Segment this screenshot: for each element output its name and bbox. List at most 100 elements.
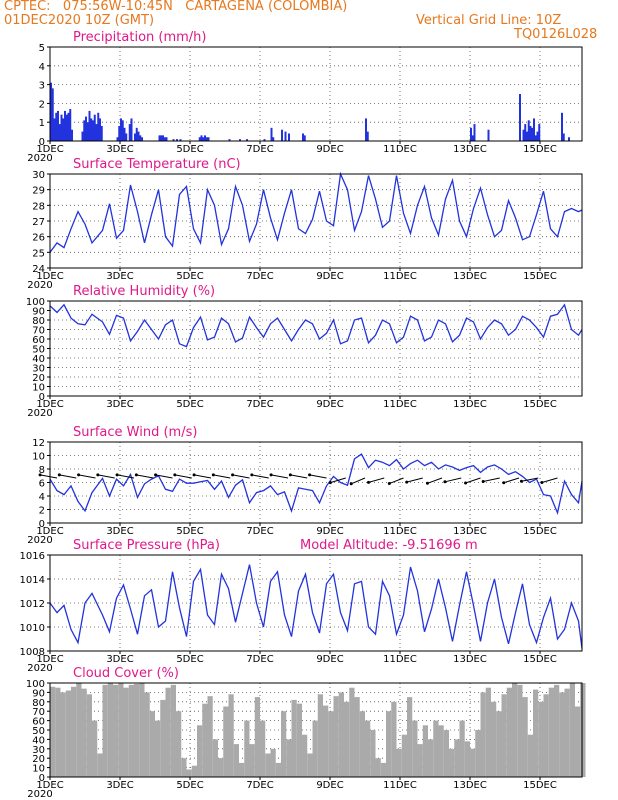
cloud-bar	[176, 711, 182, 777]
wind-arrow	[59, 474, 77, 479]
precip-bar	[130, 118, 133, 141]
precip-bar	[473, 124, 476, 141]
precip-bar	[522, 129, 525, 141]
panel-5: 1008 1010 1012 1014 1016 1DEC 3DEC 5DEC 7DEC 9DEC…	[20, 538, 583, 674]
year-label: 2020	[27, 408, 52, 419]
cloud-bar	[328, 711, 334, 777]
cloud-bar	[191, 765, 197, 777]
cloud-bar	[92, 720, 98, 777]
series-line	[49, 303, 583, 348]
panel-title: Relative Humidity (%)	[73, 284, 215, 299]
cloud-bar	[512, 683, 518, 777]
precip-bar	[118, 125, 121, 141]
precip-bar	[239, 139, 241, 141]
cloud-bar	[123, 687, 129, 777]
wind-arrow	[270, 474, 289, 479]
y-tick-label: 5	[39, 43, 45, 54]
precip-bar	[519, 94, 521, 141]
cloud-bar	[281, 711, 287, 777]
precip-bar	[533, 118, 535, 141]
precip-bar	[176, 139, 178, 141]
cloud-bar	[296, 703, 302, 777]
precip-bar	[58, 124, 61, 141]
x-tick-label: 15DEC	[523, 144, 557, 155]
precip-bar	[92, 120, 94, 141]
cloud-bar	[559, 692, 565, 777]
x-tick-label: 5DEC	[176, 526, 203, 537]
wind-arrow-head	[192, 473, 196, 477]
wind-arrow	[521, 477, 539, 482]
panel-1: 0 1 2 3 4 5 1DEC 3DEC 5DEC 7DEC 9DEC 11DEC 13DEC 15DE…	[27, 30, 583, 164]
precip-bar	[365, 118, 367, 141]
cloud-bar	[81, 688, 87, 777]
cloud-bar	[554, 684, 560, 777]
x-tick-label: 13DEC	[453, 526, 487, 537]
x-tick-label: 3DEC	[106, 654, 133, 665]
x-tick-label: 13DEC	[453, 271, 487, 282]
precip-bar	[95, 124, 98, 141]
cloud-bar	[317, 694, 323, 777]
x-tick-label: 11DEC	[383, 399, 417, 410]
cloud-bar	[485, 687, 491, 777]
x-tick-label: 11DEC	[383, 144, 417, 155]
cloud-bar	[228, 694, 234, 777]
wind-arrow	[174, 474, 192, 479]
cloud-bar	[580, 683, 586, 777]
cloud-bar	[233, 744, 239, 777]
year-label: 2020	[27, 789, 52, 800]
x-tick-label: 5DEC	[176, 271, 203, 282]
cloud-bar	[97, 753, 103, 777]
x-tick-label: 13DEC	[453, 654, 487, 665]
y-tick-label: 10	[32, 452, 45, 463]
precip-bar	[81, 131, 84, 141]
cloud-bar	[102, 684, 108, 777]
cloud-bar	[212, 739, 218, 777]
wind-arrow-head	[443, 480, 447, 484]
wind-arrow	[406, 477, 423, 483]
wind-arrow	[483, 477, 500, 483]
precip-bar	[53, 118, 56, 141]
wind-arrow-head	[405, 480, 409, 484]
x-tick-label: 9DEC	[316, 144, 343, 155]
precip-bar	[536, 131, 539, 141]
header-code: TQ0126L028	[514, 27, 598, 42]
wind-arrow	[136, 474, 154, 479]
y-tick-label: 4	[39, 62, 45, 73]
precip-bar	[487, 129, 490, 141]
y-tick-label: 1012	[20, 599, 45, 610]
cloud-bar	[365, 720, 371, 777]
cloud-bar	[186, 769, 192, 777]
y-tick-label: 2	[39, 99, 45, 110]
y-tick-label: 28	[32, 201, 45, 212]
x-tick-label: 1DEC	[36, 654, 63, 665]
precip-bar	[534, 135, 537, 141]
precip-bar	[57, 110, 59, 141]
cloud-bar	[333, 696, 339, 777]
cloud-bar	[464, 741, 470, 777]
precip-bar	[69, 109, 72, 141]
cloud-bar	[223, 706, 229, 777]
wind-arrow-head	[502, 481, 506, 485]
precip-bar	[200, 135, 203, 141]
precip-bar	[202, 137, 205, 141]
precip-bar	[88, 110, 91, 141]
x-tick-label: 3DEC	[106, 144, 133, 155]
x-tick-label: 5DEC	[176, 144, 203, 155]
y-tick-label: 29	[32, 186, 45, 197]
wind-arrow	[503, 477, 520, 484]
header-station: CPTEC: 075:56W-10:45N CARTAGENA (COLOMBI…	[4, 0, 348, 14]
cloud-bar	[118, 683, 124, 777]
cloud-bar	[391, 701, 397, 777]
cloud-bar	[459, 720, 465, 777]
y-tick-label: 12	[32, 438, 45, 449]
wind-arrow	[351, 477, 366, 485]
cloud-bar	[359, 711, 365, 777]
cloud-bar	[517, 684, 523, 777]
cloud-bar	[396, 748, 402, 777]
wind-arrow-head	[250, 473, 254, 477]
wind-arrow-head	[269, 473, 273, 477]
precip-bar	[303, 135, 306, 141]
cloud-bar	[165, 687, 171, 777]
y-tick-label: 40	[32, 735, 45, 746]
